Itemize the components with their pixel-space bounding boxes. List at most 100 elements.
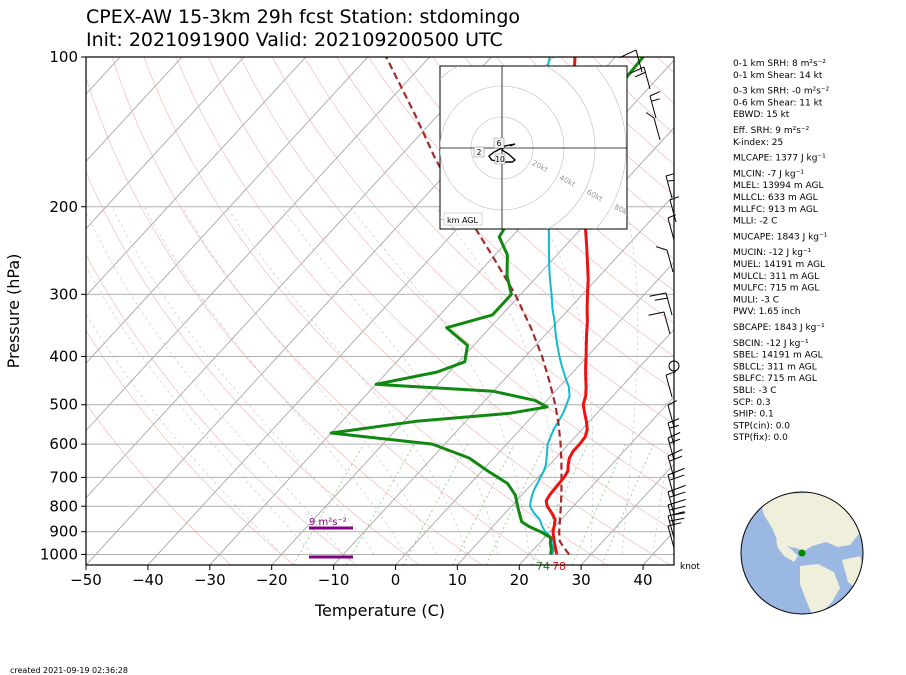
wind-barb-flag [667,448,683,457]
moist-adiabat [86,265,313,555]
wind-barb-flag [669,474,685,481]
wind-barb-staff [667,217,675,241]
wind-barb-flag [649,91,661,97]
wind-barb-staff [667,525,675,549]
dry-adiabat [207,57,674,531]
moist-adiabat [226,206,468,555]
globe-outline [740,491,864,615]
isotherm [86,57,369,364]
surface-dewpoint-label: 74 [536,560,550,573]
y-axis: 100 200 300 400 500 600 700 800 900 1000 [40,48,86,563]
wind-barb-flag [646,112,655,119]
y-tick-label: 1000 [40,545,78,563]
mixing-ratio-line [292,443,365,565]
wind-barb-staff [653,117,661,141]
wind-barb-flag [669,438,681,444]
dry-adiabat [432,57,674,292]
wind-barb-flag [667,511,685,517]
wind-unit-label: knot [680,562,700,572]
mixing-ratio-line [485,443,546,565]
x-tick-label: −40 [132,571,164,589]
index-line: PWV: 1.65 inch [733,307,800,317]
isotherm [86,57,183,163]
moist-adiabat [281,206,499,555]
mixing-ratio-line [530,443,589,565]
footer-timestamp: created 2021-09-19 02:36:28 [10,666,128,675]
wind-barb-flag [648,311,665,316]
wind-barb-flag [669,505,686,511]
dry-adiabat [368,57,674,357]
isotherm [332,194,674,565]
chart-title: CPEX-AW 15-3km 29h fcst Station: stdomin… [86,6,520,28]
x-axis: −50 −40 −30 −20 −10 0 10 20 30 40 [70,565,653,589]
hodograph-legend-box [443,212,483,226]
hodograph-height-box [493,137,505,149]
wind-barb-flag [667,179,674,182]
index-line: 0-1 km SRH: 8 m²s⁻² [733,59,826,69]
index-line: MULCL: 311 m AGL [733,272,819,282]
index-line: MUEL: 14191 m AGL [733,260,825,270]
index-line: SBEL: 14191 m AGL [733,351,823,361]
wind-barb-staff [649,95,657,119]
wind-barb-flag [649,292,667,297]
wind-barb-flag [669,455,683,462]
hodograph-height-box [473,146,485,158]
background-lines [86,57,674,565]
wind-barb-flag [669,424,679,429]
y-tick-label: 500 [49,396,78,414]
isotherm [394,261,674,565]
x-tick-label: 30 [572,571,591,589]
srh-label: 9 m²s⁻² [309,517,347,528]
index-line: SHIP: 0.1 [733,410,774,420]
wind-barb-staff [663,311,671,335]
wind-barb-staff [667,515,675,539]
globe-north-america [760,492,862,551]
dry-adiabat [336,57,674,391]
wind-barb-flag [667,499,686,506]
y-tick-label: 300 [49,285,78,303]
index-line: 0-1 km Shear: 14 kt [733,71,823,81]
index-line: MLLFC: 913 m AGL [733,205,818,215]
wind-barb-flag [619,49,637,59]
wind-barb-flag [667,400,678,406]
index-line: MLCIN: -7 J kg⁻¹ [733,169,804,179]
wind-barb-flag [655,246,668,251]
y-axis-label: Pressure (hPa) [4,254,23,369]
index-line: EBWD: 15 kt [733,110,790,120]
index-line: 0-6 km Shear: 11 kt [733,98,823,108]
index-line: SBCIN: -12 J kg⁻¹ [733,339,809,349]
x-tick-label: 20 [510,571,529,589]
hodograph-height-box [494,153,506,165]
wind-barbs [619,49,686,549]
index-line: MLEL: 13994 m AGL [733,181,823,191]
index-line: MUCIN: -12 J kg⁻¹ [733,248,812,258]
y-tick-label: 900 [49,523,78,541]
wind-barb-staff [665,292,673,316]
index-line: STP(fix): 0.0 [733,433,788,443]
wind-barb-flag [669,517,685,522]
hodograph-height-label: 6 [497,139,502,148]
wind-barb-flag [667,214,676,219]
y-tick-label: 700 [49,468,78,486]
isotherm [271,126,674,565]
wind-barb-flag [667,522,682,527]
isotherm [86,57,493,499]
wind-barb-flag [665,371,677,376]
index-line: K-index: 25 [733,138,783,148]
y-tick-label: 600 [49,435,78,453]
wind-barb-flag [634,71,647,78]
wind-barb-flag [667,418,680,424]
mixing-ratio-line [601,443,654,565]
mixing-ratio-line [452,443,515,565]
temperature-line [544,57,590,555]
x-axis-label: Temperature (C) [314,601,445,620]
hodograph-legend: km AGL [447,216,479,225]
dry-adiabat [400,57,674,324]
y-tick-label: 100 [49,48,78,66]
wind-barb-flag [629,66,645,75]
index-line: 0-3 km SRH: -0 m²s⁻² [733,87,830,97]
dry-adiabat [304,57,674,425]
plot-frame [85,56,675,566]
wind-barb-staff [667,474,675,498]
